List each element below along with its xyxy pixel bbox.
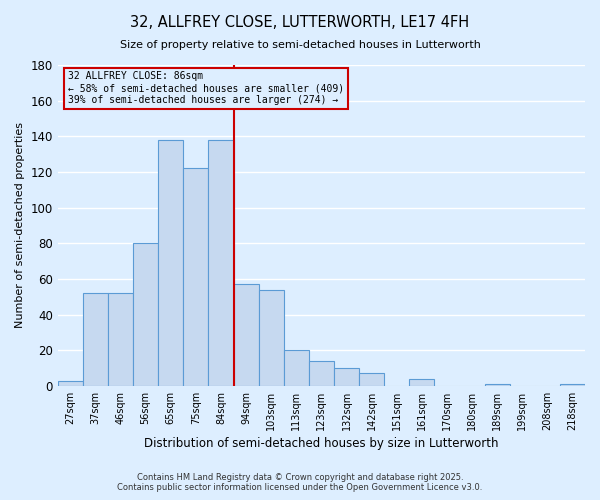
Bar — [284, 350, 309, 386]
Text: Contains HM Land Registry data © Crown copyright and database right 2025.
Contai: Contains HM Land Registry data © Crown c… — [118, 472, 482, 492]
Bar — [158, 140, 184, 386]
Text: Size of property relative to semi-detached houses in Lutterworth: Size of property relative to semi-detach… — [119, 40, 481, 50]
Text: 32, ALLFREY CLOSE, LUTTERWORTH, LE17 4FH: 32, ALLFREY CLOSE, LUTTERWORTH, LE17 4FH — [130, 15, 470, 30]
Bar — [334, 368, 359, 386]
Bar — [409, 379, 434, 386]
Bar — [58, 380, 83, 386]
Bar — [108, 293, 133, 386]
Bar — [560, 384, 585, 386]
Y-axis label: Number of semi-detached properties: Number of semi-detached properties — [15, 122, 25, 328]
Bar — [485, 384, 509, 386]
Bar — [359, 374, 384, 386]
X-axis label: Distribution of semi-detached houses by size in Lutterworth: Distribution of semi-detached houses by … — [144, 437, 499, 450]
Bar — [309, 361, 334, 386]
Bar — [259, 290, 284, 386]
Bar — [83, 293, 108, 386]
Bar — [208, 140, 233, 386]
Bar — [184, 168, 208, 386]
Text: 32 ALLFREY CLOSE: 86sqm
← 58% of semi-detached houses are smaller (409)
39% of s: 32 ALLFREY CLOSE: 86sqm ← 58% of semi-de… — [68, 72, 344, 104]
Bar — [233, 284, 259, 386]
Bar — [133, 244, 158, 386]
